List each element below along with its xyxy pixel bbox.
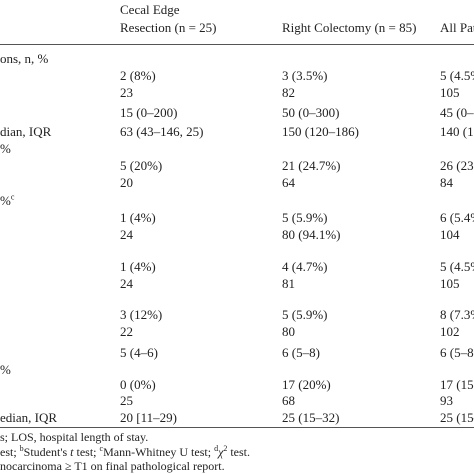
row-label: %c (0, 192, 15, 208)
cell: 104 (440, 227, 460, 242)
footnote-text: test; (73, 445, 100, 459)
cell: 20 (120, 175, 133, 190)
footnote-text: b (19, 444, 24, 453)
row-label: ons, n, % (0, 51, 49, 66)
cell: 45 (0– (440, 105, 474, 120)
cell: 140 (1 (440, 124, 474, 139)
cell: 84 (440, 175, 453, 190)
footnote-text: s; LOS, hospital length of stay. (0, 430, 149, 444)
cell: 5 (20%) (120, 158, 163, 173)
footnote-text: c (99, 444, 104, 453)
cell: 102 (440, 324, 460, 339)
cell: 22 (120, 324, 133, 339)
cell: 25 (15–32) (282, 410, 340, 425)
cell: 81 (282, 276, 295, 291)
cell: 5 (5.9%) (282, 307, 328, 322)
superscript: c (10, 192, 15, 202)
header-rule (0, 44, 474, 45)
footnote-text: χ (218, 445, 224, 459)
cell: 80 (282, 324, 295, 339)
cell: 1 (4%) (120, 210, 156, 225)
column-header: Resection (n = 25) (120, 20, 217, 35)
footnote-text: nocarcinoma ≥ T1 on final pathological r… (0, 459, 225, 473)
cell: 150 (120–186) (282, 124, 359, 139)
row-label: dian, IQR (0, 124, 52, 139)
footnote-text: t (70, 445, 74, 459)
row-label: % (0, 362, 11, 377)
cell: 6 (5.4% (440, 210, 474, 225)
cell: 26 (23 (440, 158, 474, 173)
cell: 25 (15– (440, 410, 474, 425)
cell: 6 (5–8) (282, 345, 320, 360)
cell: 63 (43–146, 25) (120, 124, 204, 139)
footnote-text: d (214, 444, 219, 453)
cell: 20 [11–29) (120, 410, 177, 425)
column-header: Right Colectomy (n = 85) (282, 20, 417, 35)
cell: 24 (120, 276, 133, 291)
table-bottom-rule (0, 427, 474, 428)
cell: 5 (4.5% (440, 259, 474, 274)
cell: 17 (20%) (282, 377, 331, 392)
cell: 5 (4.5% (440, 68, 474, 83)
cell: 17 (15 (440, 377, 474, 392)
cell: 8 (7.3% (440, 307, 474, 322)
column-header: Cecal Edge (120, 2, 180, 17)
footnote: s; LOS, hospital length of stay. (0, 430, 148, 444)
cell: 68 (282, 393, 295, 408)
cell: 15 (0–200) (120, 105, 178, 120)
cell: 105 (440, 85, 460, 100)
cell: 24 (120, 227, 133, 242)
cell: 82 (282, 85, 295, 100)
cell: 105 (440, 276, 460, 291)
cell: 50 (0–300) (282, 105, 340, 120)
column-header: All Pat (440, 20, 474, 35)
cell: 3 (12%) (120, 307, 163, 322)
row-label: % (0, 141, 11, 156)
cell: 23 (120, 85, 133, 100)
cell: 6 (5–8 (440, 345, 474, 360)
cell: 0 (0%) (120, 377, 156, 392)
cell: 64 (282, 175, 295, 190)
cell: 21 (24.7%) (282, 158, 341, 173)
footnote-text: Mann-Whitney U test; (103, 445, 215, 459)
footnote: nocarcinoma ≥ T1 on final pathological r… (0, 459, 225, 473)
footnote-text: 2 (223, 444, 228, 453)
cell: 80 (94.1%) (282, 227, 341, 242)
footnote-text: Student's (23, 445, 71, 459)
cell: 1 (4%) (120, 259, 156, 274)
cell: 5 (4–6) (120, 345, 158, 360)
row-label: edian, IQR (0, 410, 58, 425)
footnote: est; bStudent's t test; cMann-Whitney U … (0, 444, 251, 460)
cell: 5 (5.9%) (282, 210, 328, 225)
footnote-text: test. (227, 445, 251, 459)
cell: 2 (8%) (120, 68, 156, 83)
cell: 25 (120, 393, 133, 408)
cell: 4 (4.7%) (282, 259, 328, 274)
cell: 93 (440, 393, 453, 408)
cell: 3 (3.5%) (282, 68, 328, 83)
footnote-text: est; (0, 445, 20, 459)
